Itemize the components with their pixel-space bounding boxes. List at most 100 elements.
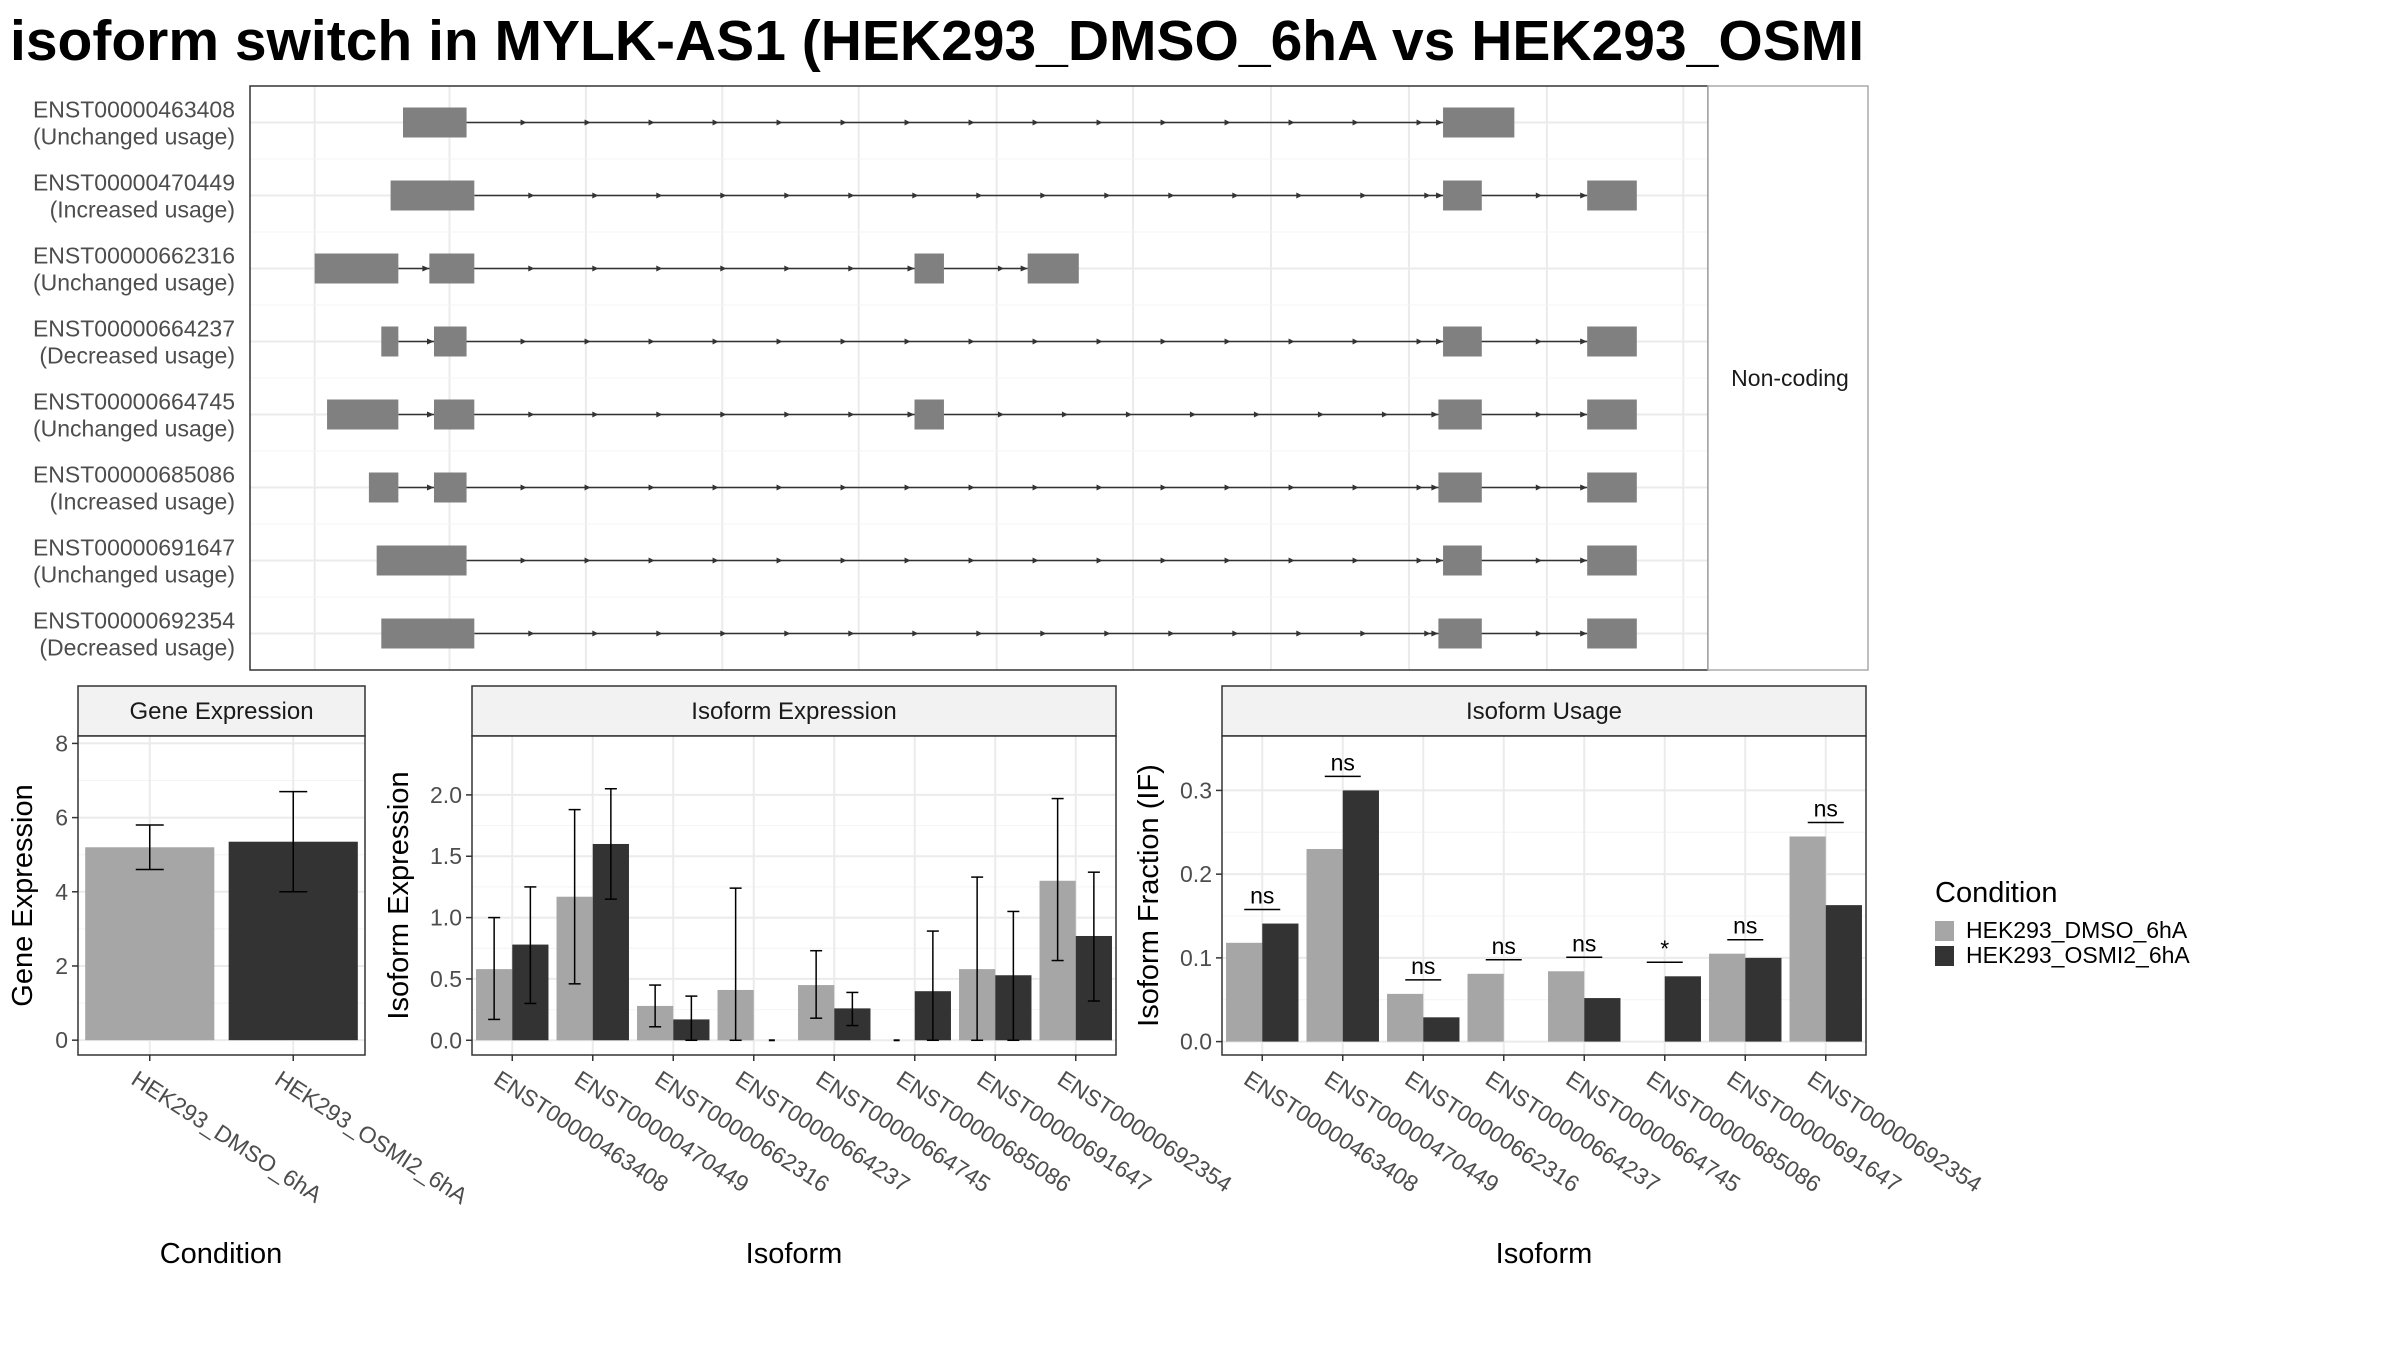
- intron-arrow: [656, 265, 663, 272]
- intron-arrow: [784, 265, 791, 272]
- intron-arrow: [997, 265, 1004, 272]
- intron-arrow: [427, 484, 434, 491]
- intron-arrow: [776, 557, 783, 564]
- exon-block: [403, 107, 467, 138]
- intron-arrow: [584, 557, 591, 564]
- y-tick-label: 0.1: [1180, 945, 1212, 971]
- intron-arrow: [1431, 411, 1439, 418]
- intron-arrow: [912, 630, 919, 637]
- bar: [1226, 942, 1263, 1042]
- exon-block: [381, 618, 475, 649]
- y-tick-label: 4: [55, 879, 68, 905]
- intron-arrow: [592, 630, 599, 637]
- intron-arrow: [1352, 338, 1359, 345]
- intron-arrow: [1168, 192, 1175, 199]
- intron-arrow: [1288, 338, 1295, 345]
- exon-block: [434, 472, 467, 503]
- legend-label-dmso: HEK293_DMSO_6hA: [1966, 917, 2188, 943]
- intron-arrow: [968, 484, 975, 491]
- exon-block: [1587, 326, 1637, 357]
- intron-arrow: [1104, 630, 1111, 637]
- bar: [1745, 957, 1782, 1042]
- panel-title-strip: [471, 685, 1117, 737]
- intron-arrow: [1424, 630, 1431, 637]
- intron-arrow: [776, 484, 783, 491]
- isoform-row-usage: (Decreased usage): [39, 343, 235, 369]
- bar: [1387, 993, 1424, 1042]
- intron-arrow: [840, 119, 847, 126]
- intron-arrow: [712, 338, 719, 345]
- intron-arrow: [1096, 338, 1103, 345]
- intron-arrow: [1296, 630, 1303, 637]
- bar: [1467, 973, 1504, 1042]
- intron-arrow: [1436, 557, 1444, 564]
- y-axis-title: Gene Expression: [7, 784, 39, 1006]
- bar: [1306, 849, 1343, 1042]
- intron-arrow: [1580, 411, 1588, 418]
- bar: [1423, 1017, 1460, 1042]
- intron-arrow: [520, 484, 527, 491]
- exon-block: [314, 253, 399, 284]
- intron-arrow: [1040, 630, 1047, 637]
- intron-arrow: [1032, 338, 1039, 345]
- intron-arrow: [1436, 338, 1444, 345]
- exon-block: [1587, 472, 1637, 503]
- intron-arrow: [1352, 557, 1359, 564]
- exon-block: [434, 399, 475, 430]
- intron-arrow: [1535, 484, 1542, 491]
- bar: [1664, 976, 1701, 1042]
- bar: [1709, 953, 1746, 1042]
- intron-arrow: [976, 192, 983, 199]
- y-tick-label: 2: [55, 953, 68, 979]
- intron-arrow: [1032, 557, 1039, 564]
- y-tick-label: 6: [55, 805, 68, 831]
- intron-arrow: [784, 192, 791, 199]
- intron-arrow: [784, 630, 791, 637]
- intron-arrow: [907, 265, 915, 272]
- y-tick-label: 0: [55, 1027, 68, 1053]
- intron-arrow: [1535, 192, 1542, 199]
- intron-arrow: [1288, 484, 1295, 491]
- intron-arrow: [1189, 411, 1196, 418]
- legend-key-dmso: [1935, 921, 1954, 941]
- bar: [1262, 923, 1299, 1042]
- exon-block: [1438, 399, 1482, 430]
- exon-block: [327, 399, 399, 430]
- intron-arrow: [1360, 630, 1367, 637]
- panel-title-strip: [77, 685, 366, 737]
- x-axis-title: Condition: [160, 1238, 283, 1270]
- exon-block: [390, 180, 475, 211]
- y-tick-label: 0.5: [430, 966, 462, 992]
- intron-arrow: [656, 411, 663, 418]
- intron-arrow: [1352, 119, 1359, 126]
- y-tick-label: 2.0: [430, 782, 462, 808]
- intron-arrow: [720, 630, 727, 637]
- intron-arrow: [1580, 192, 1588, 199]
- intron-arrow: [648, 484, 655, 491]
- plot-border: [471, 735, 1117, 1056]
- intron-arrow: [1224, 557, 1231, 564]
- exon-block: [1027, 253, 1079, 284]
- intron-arrow: [904, 484, 911, 491]
- intron-arrow: [1288, 557, 1295, 564]
- intron-arrow: [1168, 630, 1175, 637]
- intron-arrow: [1096, 119, 1103, 126]
- legend-key-osmi: [1935, 946, 1954, 966]
- exon-block: [1443, 326, 1482, 357]
- intron-arrow: [1253, 411, 1260, 418]
- isoform-row-id: ENST00000662316: [33, 243, 235, 269]
- intron-arrow: [712, 119, 719, 126]
- intron-arrow: [656, 192, 663, 199]
- intron-arrow: [1125, 411, 1132, 418]
- significance-label: ns: [1733, 913, 1757, 939]
- intron-arrow: [592, 411, 599, 418]
- exon-block: [368, 472, 399, 503]
- intron-arrow: [1160, 484, 1167, 491]
- intron-arrow: [1381, 411, 1388, 418]
- bar: [1548, 971, 1585, 1042]
- intron-arrow: [1160, 338, 1167, 345]
- exon-block: [914, 399, 944, 430]
- isoform-row-usage: (Increased usage): [50, 197, 235, 223]
- intron-arrow: [1580, 557, 1588, 564]
- intron-arrow: [1431, 630, 1439, 637]
